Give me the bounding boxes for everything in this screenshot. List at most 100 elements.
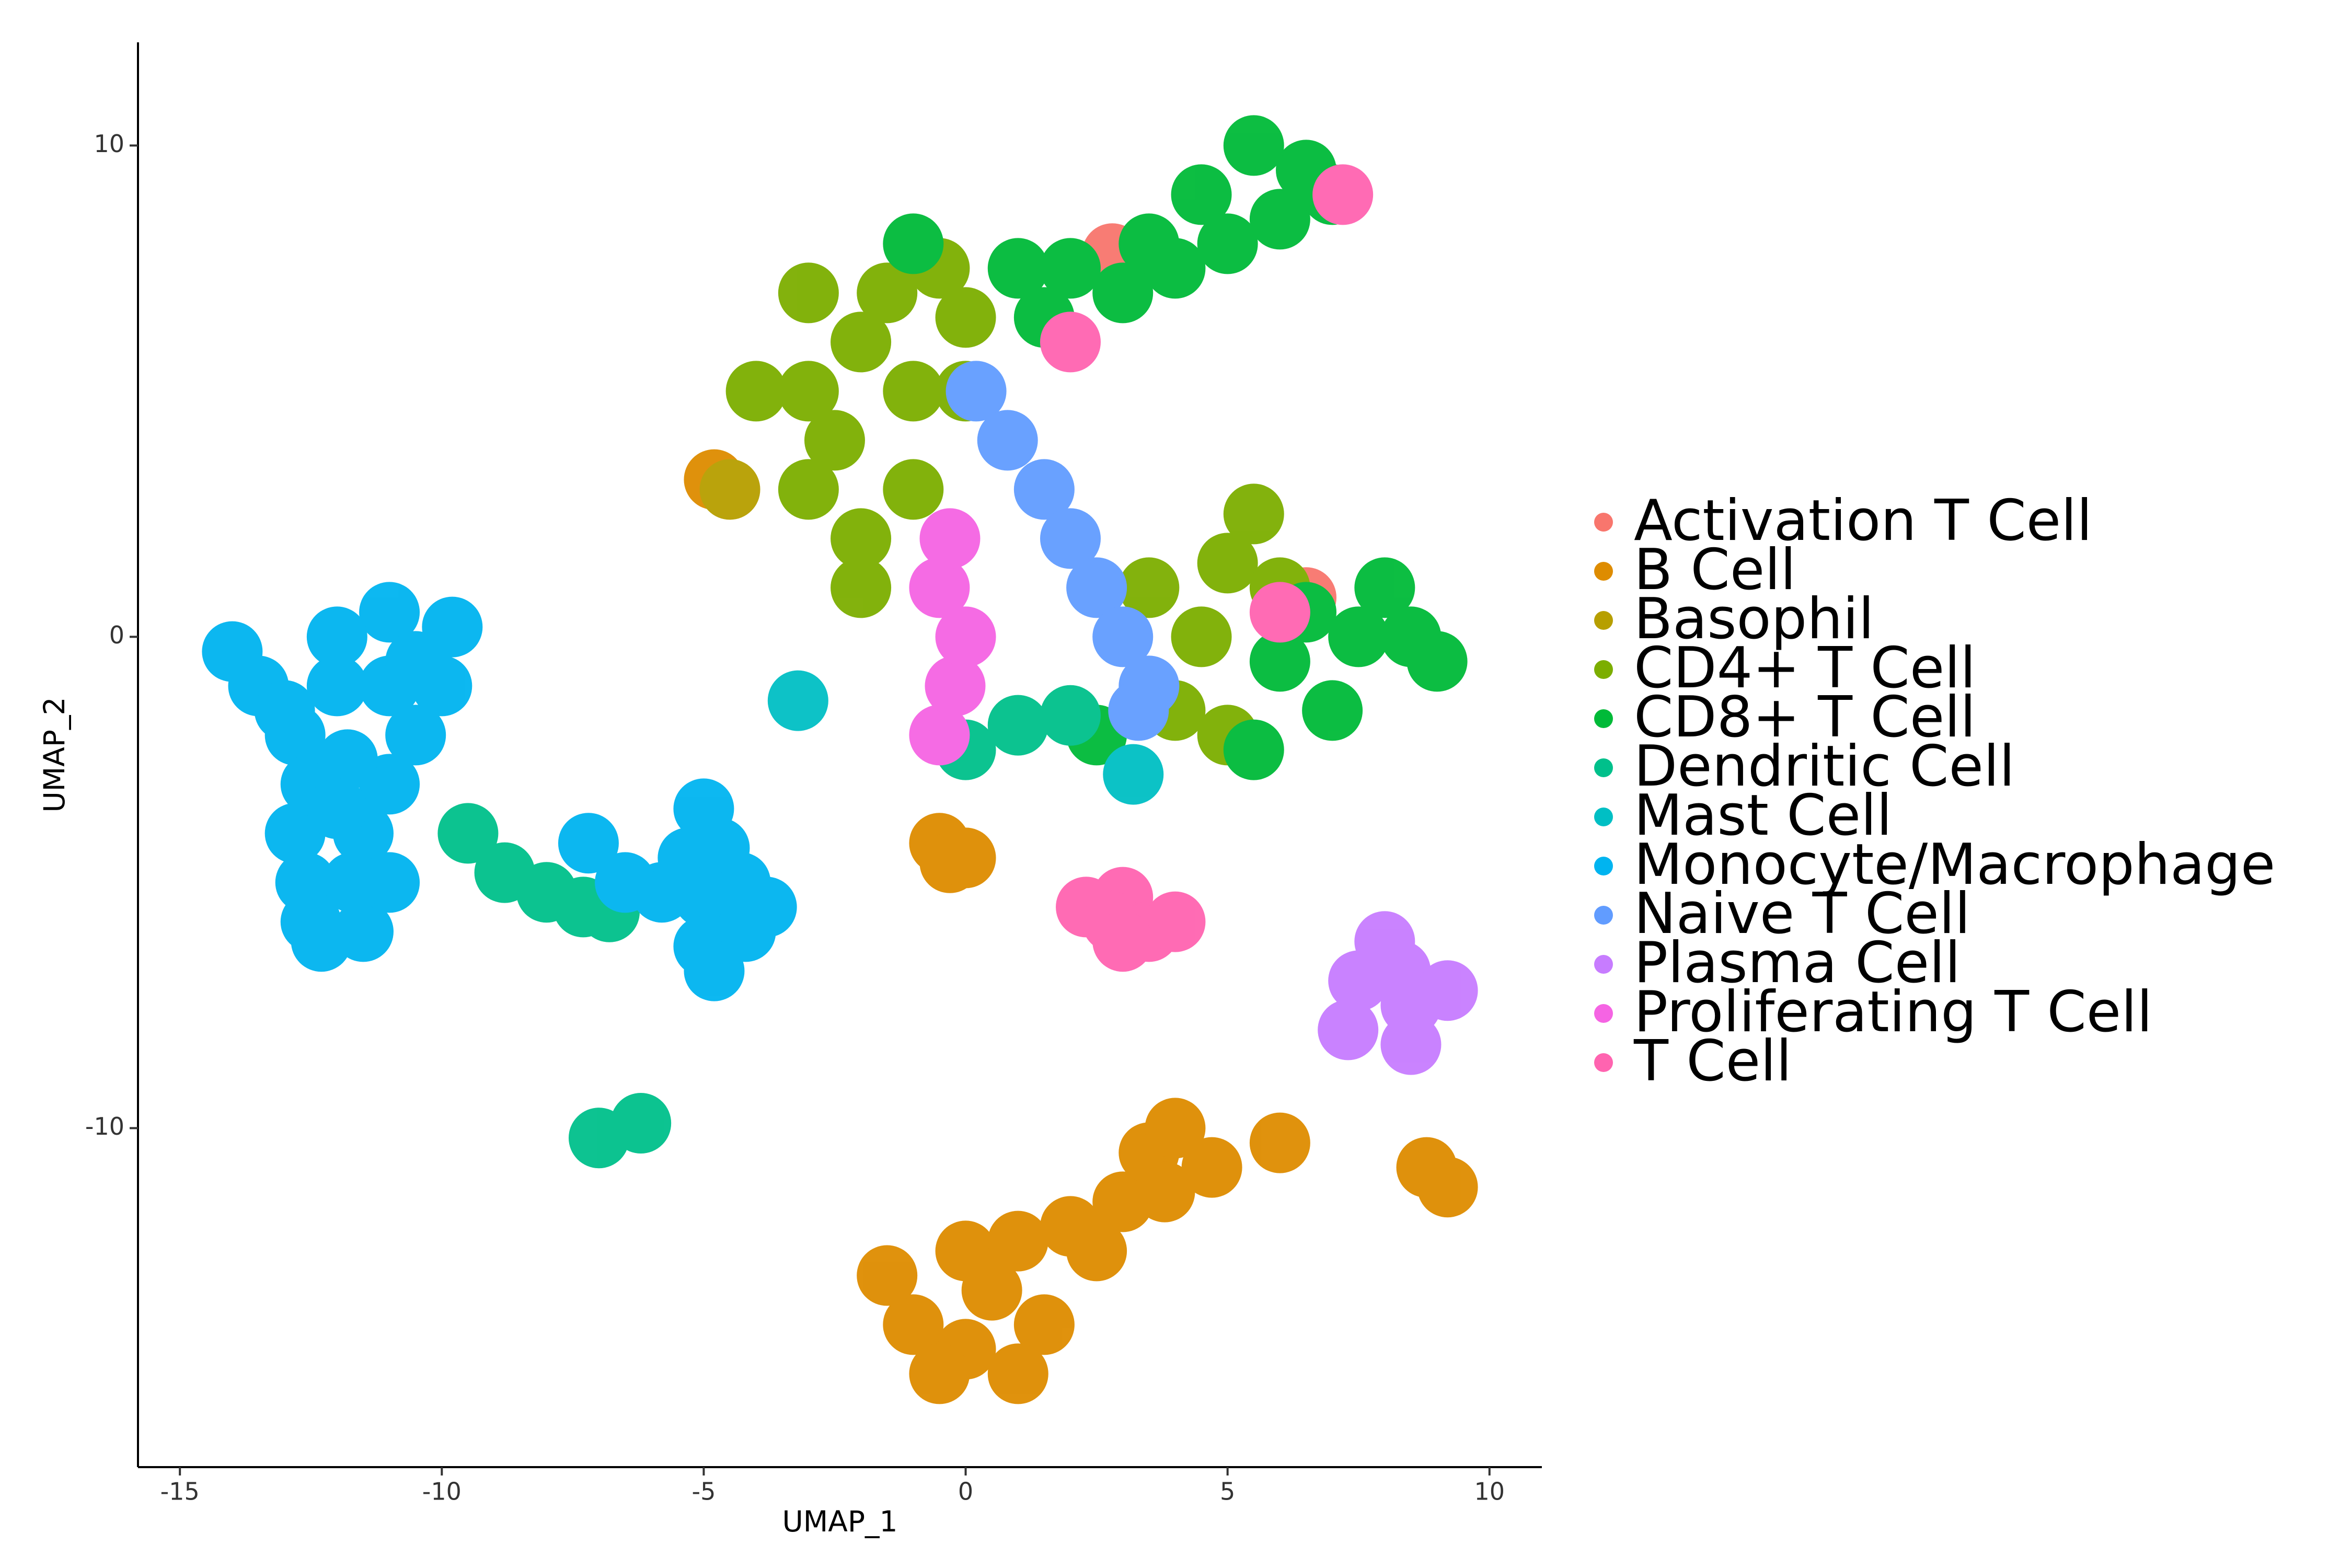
point xyxy=(1396,1137,1457,1198)
point xyxy=(1145,1098,1206,1159)
point xyxy=(322,852,383,913)
point xyxy=(317,729,378,790)
point xyxy=(1040,508,1101,569)
y-tick-label: -10 xyxy=(85,1112,124,1140)
point xyxy=(684,940,745,1001)
point xyxy=(778,459,839,520)
legend-key xyxy=(1594,709,1613,728)
legend-key xyxy=(1594,611,1613,630)
point xyxy=(558,813,619,874)
point xyxy=(883,213,944,274)
legend-key xyxy=(1594,1004,1613,1023)
point xyxy=(1066,1220,1127,1282)
legend-key xyxy=(1594,955,1613,974)
point xyxy=(987,1343,1048,1404)
point xyxy=(1119,213,1180,274)
point xyxy=(1092,262,1154,324)
point xyxy=(1103,744,1164,805)
legend-label: CD4+ T Cell xyxy=(1634,636,1976,701)
legend-label: Plasma Cell xyxy=(1634,930,1961,996)
point xyxy=(804,410,865,471)
point xyxy=(725,361,787,422)
legend-label: Mast Cell xyxy=(1634,783,1892,848)
point xyxy=(857,1245,918,1306)
legend-label: Monocyte/Macrophage xyxy=(1634,832,2275,897)
point xyxy=(1181,1137,1242,1198)
point xyxy=(1145,891,1206,952)
point xyxy=(1380,1014,1442,1075)
point xyxy=(883,459,944,520)
legend-label: Proliferating T Cell xyxy=(1634,979,2152,1045)
point xyxy=(919,508,981,569)
point xyxy=(1197,213,1258,274)
point xyxy=(1092,606,1154,667)
legend-key xyxy=(1594,906,1613,925)
point xyxy=(280,891,341,952)
point xyxy=(254,680,315,741)
point xyxy=(909,1343,970,1404)
point xyxy=(736,877,797,938)
legend-key xyxy=(1594,1053,1613,1072)
point xyxy=(857,262,918,324)
point xyxy=(385,705,446,766)
legend-label: B Cell xyxy=(1634,537,1796,603)
point xyxy=(1354,557,1415,618)
point xyxy=(925,655,986,717)
y-axis-label: UMAP_2 xyxy=(38,697,71,813)
point xyxy=(1092,911,1154,972)
legend-label: Naive T Cell xyxy=(1634,881,1970,947)
legend-key xyxy=(1594,513,1613,532)
point xyxy=(359,582,420,643)
point xyxy=(1119,557,1180,618)
point xyxy=(1249,582,1310,643)
point xyxy=(595,852,656,913)
point xyxy=(778,361,839,422)
point xyxy=(610,1093,672,1154)
point xyxy=(883,1294,944,1355)
x-tick-label: -15 xyxy=(160,1478,200,1506)
x-tick-label: -10 xyxy=(422,1478,462,1506)
legend-key xyxy=(1594,857,1613,875)
point xyxy=(1328,606,1389,667)
legend-label: Basophil xyxy=(1634,586,1874,652)
point xyxy=(385,631,446,692)
point xyxy=(1040,312,1101,373)
point xyxy=(1040,685,1101,746)
point xyxy=(1354,911,1415,972)
point xyxy=(1223,115,1284,176)
point xyxy=(831,557,892,618)
point xyxy=(778,262,839,324)
point xyxy=(935,606,996,667)
x-tick-label: 0 xyxy=(958,1478,973,1506)
x-tick-label: 10 xyxy=(1474,1478,1505,1506)
legend-key xyxy=(1594,660,1613,679)
point xyxy=(306,606,367,667)
legend-label: CD8+ T Cell xyxy=(1634,685,1976,750)
point xyxy=(1066,557,1127,618)
point xyxy=(935,827,996,889)
point xyxy=(1171,164,1232,225)
point xyxy=(767,670,828,731)
point xyxy=(987,1210,1048,1272)
point xyxy=(987,238,1048,299)
point xyxy=(1249,189,1310,250)
point xyxy=(909,557,970,618)
point xyxy=(1223,483,1284,545)
point xyxy=(831,508,892,569)
x-tick-label: 5 xyxy=(1220,1478,1235,1506)
point xyxy=(1013,1294,1075,1355)
point xyxy=(883,361,944,422)
point xyxy=(946,361,1007,422)
point xyxy=(1171,606,1232,667)
point xyxy=(1013,459,1075,520)
legend-label: Activation T Cell xyxy=(1634,488,2092,554)
point xyxy=(977,410,1038,471)
point xyxy=(909,705,970,766)
point xyxy=(332,901,394,962)
point xyxy=(1302,680,1363,741)
y-tick-label: 0 xyxy=(109,621,124,649)
legend-label: Dendritic Cell xyxy=(1634,734,2015,799)
point xyxy=(306,778,367,839)
